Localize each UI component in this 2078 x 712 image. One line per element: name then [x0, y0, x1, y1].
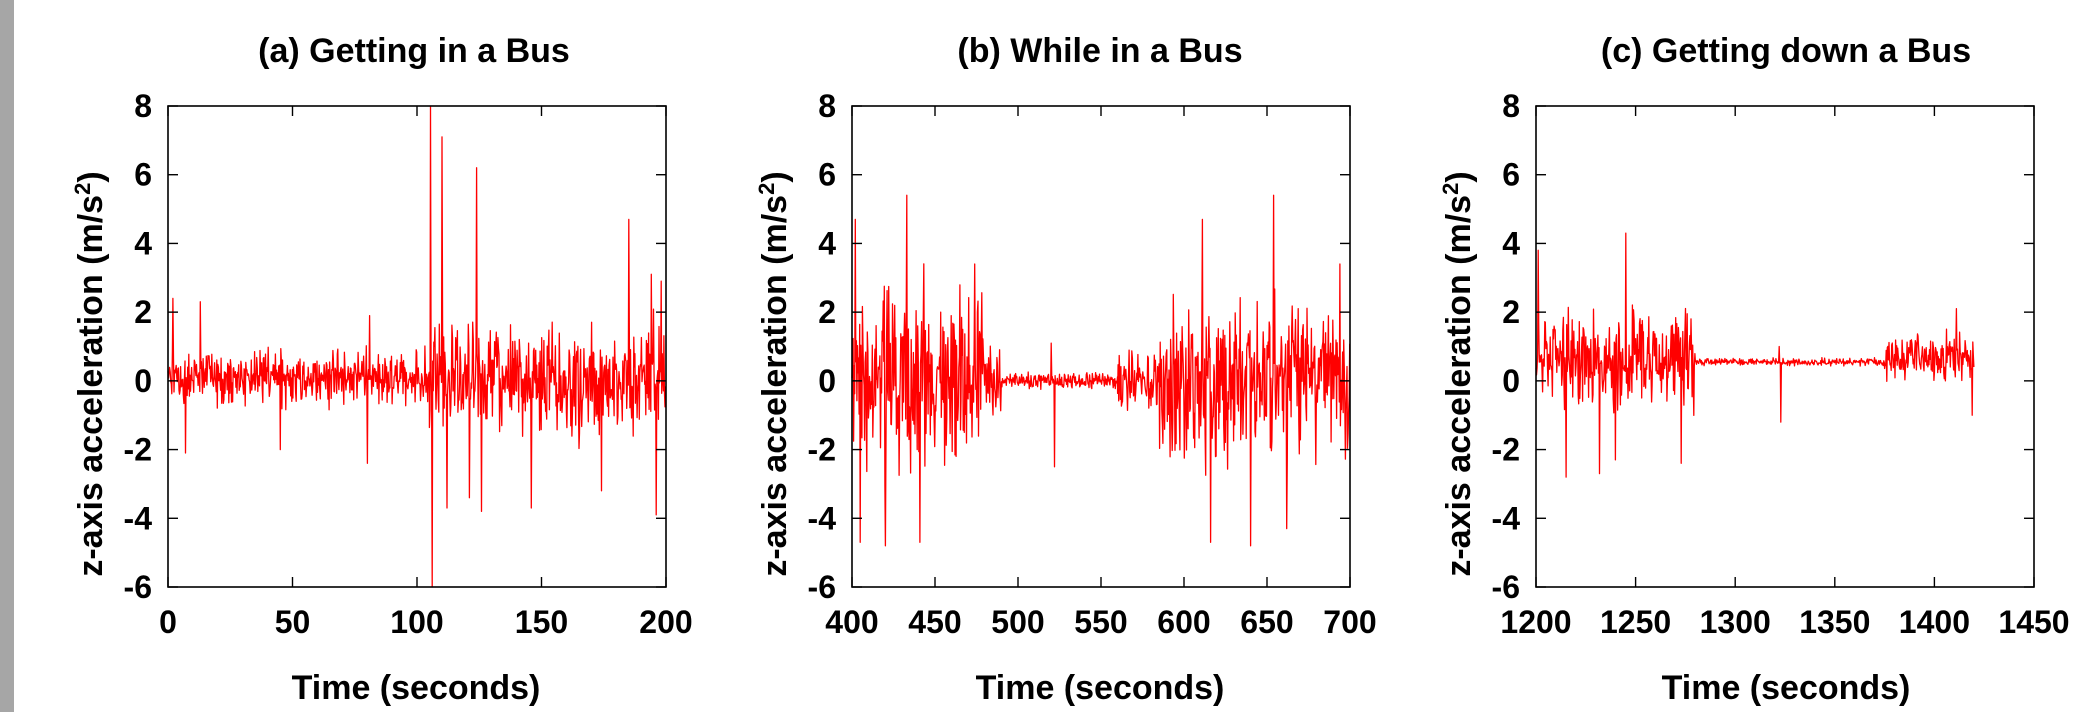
x-tick-label: 450	[908, 604, 961, 640]
plot-area: -6 -4 -2 0 2 4 6 8 1200 1250 1300 1350 1400 1450	[1492, 88, 2070, 640]
chart-title: (c) Getting down a Bus	[1601, 32, 1971, 70]
y-tick-label: 2	[1502, 294, 1520, 330]
x-tick-label: 1250	[1600, 604, 1671, 640]
panel-c: (c) Getting down a Bus -6 -4 -2 0 2 4 6 8 1200 12…	[1438, 32, 2070, 707]
y-tick-label: -6	[1492, 569, 1520, 605]
x-tick-label: 1400	[1899, 604, 1970, 640]
plot-area: -6 -4 -2 0 2 4 6 8 0 50 100 150 200	[124, 88, 693, 640]
panel-b: (b) While in a Bus -6 -4 -2 0 2 4 6 8 400 450 500 5…	[754, 32, 1377, 707]
series-line	[1535, 232, 1975, 478]
y-tick-label: 6	[134, 157, 152, 193]
x-tick-label: 50	[275, 604, 311, 640]
y-tick-label: 0	[1502, 363, 1520, 399]
x-tick-label: 150	[515, 604, 568, 640]
y-tick-label: 0	[818, 363, 836, 399]
x-tick-label: 1300	[1700, 604, 1771, 640]
x-tick-label: 700	[1323, 604, 1376, 640]
x-tick-label: 400	[825, 604, 878, 640]
y-tick-label: -2	[1492, 432, 1520, 468]
y-tick-label: -4	[124, 500, 153, 536]
y-tick-label: 8	[818, 88, 836, 124]
plot-area: -6 -4 -2 0 2 4 6 8 400 450 500 550 600 650 700	[808, 88, 1377, 640]
y-tick-label: -6	[808, 569, 836, 605]
x-axis-label: Time (seconds)	[1662, 669, 1911, 707]
y-tick-label: -2	[808, 432, 836, 468]
y-tick-label: 8	[134, 88, 152, 124]
x-tick-label: 650	[1240, 604, 1293, 640]
y-tick-label: 2	[134, 294, 152, 330]
x-tick-label: 1350	[1799, 604, 1870, 640]
x-axis-label: Time (seconds)	[292, 669, 541, 707]
y-tick-label: 2	[818, 294, 836, 330]
y-axis-label: z-axis acceleration (m/s2)	[754, 171, 795, 576]
y-tick-label: -4	[808, 500, 837, 536]
y-tick-label: 6	[1502, 157, 1520, 193]
x-axis-label: Time (seconds)	[976, 669, 1225, 707]
y-tick-label: 4	[1502, 225, 1520, 261]
series-line	[167, 105, 667, 588]
chart-title: (a) Getting in a Bus	[258, 32, 570, 70]
panel-a: (a) Getting in a Bus -6 -4 -2 0 2 4 6 8 0 50 100 15…	[70, 32, 693, 707]
plot-frame	[1535, 105, 2035, 588]
x-tick-label: 500	[991, 604, 1044, 640]
x-tick-label: 1450	[1998, 604, 2069, 640]
left-edge-strip	[0, 0, 14, 712]
y-tick-label: -6	[124, 569, 152, 605]
x-tick-label: 600	[1157, 604, 1210, 640]
y-tick-label: -2	[124, 432, 152, 468]
y-tick-label: 4	[818, 225, 836, 261]
y-tick-label: 8	[1502, 88, 1520, 124]
y-tick-label: 4	[134, 225, 152, 261]
series-line	[851, 194, 1351, 547]
y-tick-label: 6	[818, 157, 836, 193]
x-tick-label: 200	[639, 604, 692, 640]
y-tick-label: 0	[134, 363, 152, 399]
chart-title: (b) While in a Bus	[957, 32, 1242, 70]
y-axis-label: z-axis acceleration (m/s2)	[70, 171, 111, 576]
y-axis-label: z-axis acceleration (m/s2)	[1438, 171, 1479, 576]
x-tick-label: 100	[390, 604, 443, 640]
x-tick-label: 0	[159, 604, 177, 640]
x-tick-label: 550	[1074, 604, 1127, 640]
y-tick-label: -4	[1492, 500, 1521, 536]
x-tick-label: 1200	[1500, 604, 1571, 640]
